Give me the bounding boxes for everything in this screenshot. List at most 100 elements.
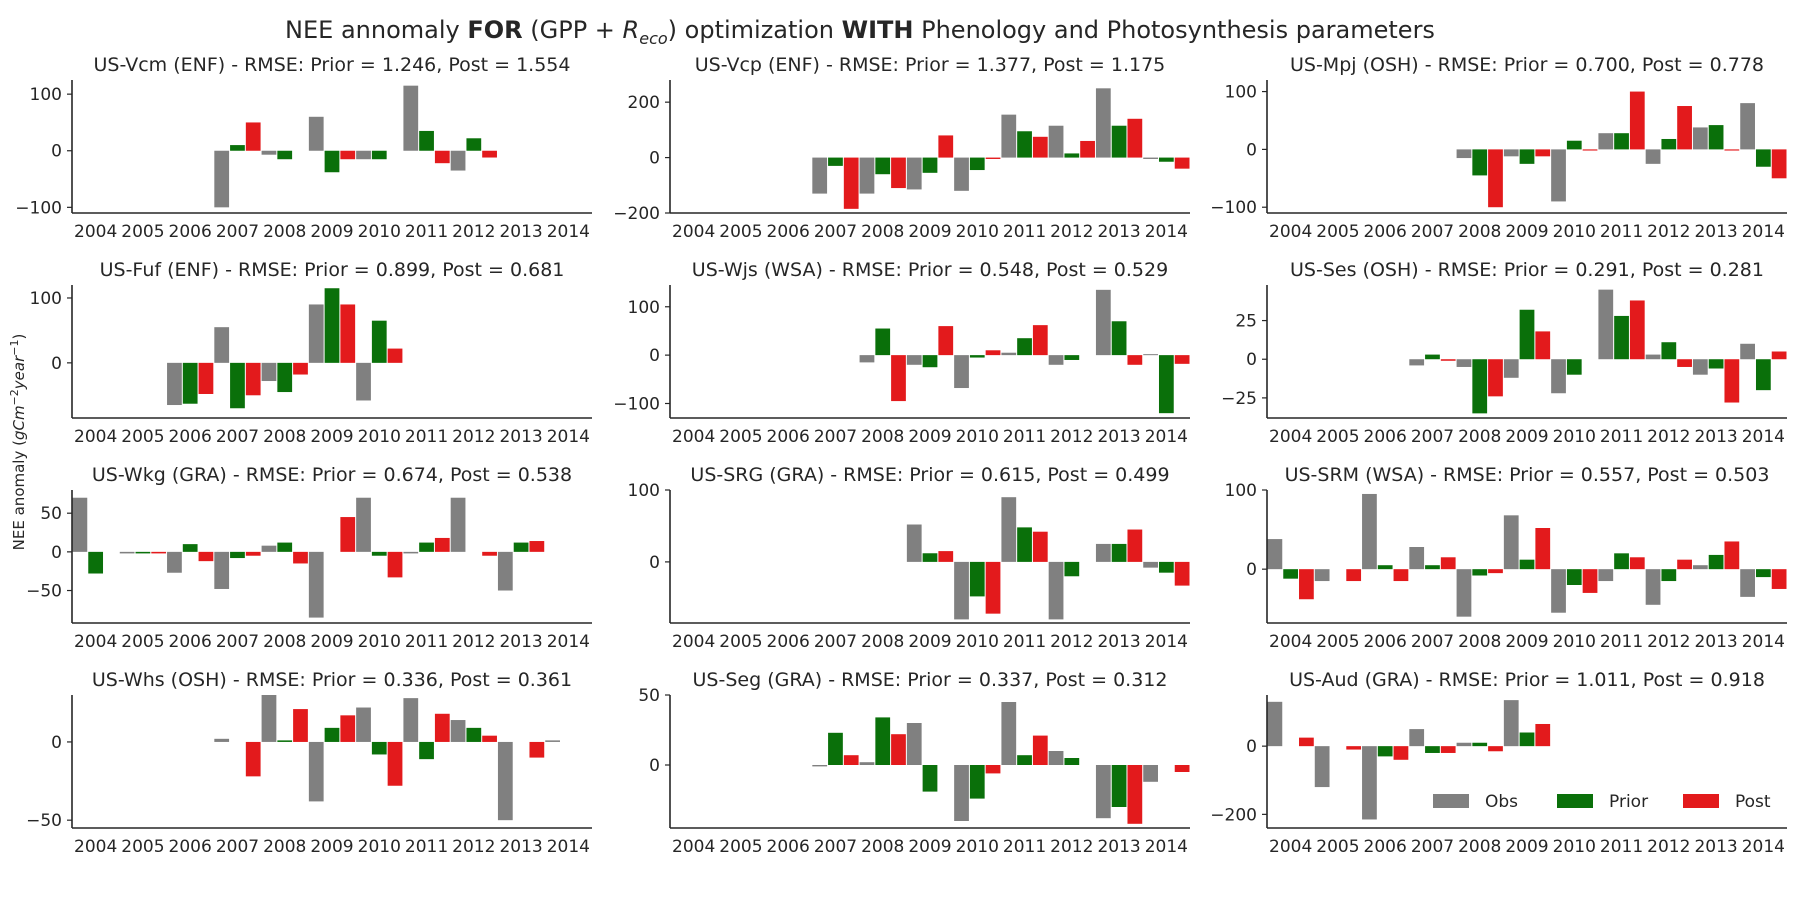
x-tick-label: 2013 [499, 222, 542, 242]
bar-post [198, 551, 214, 562]
bar-post [1174, 561, 1190, 586]
bar-post [1032, 735, 1048, 765]
bar-obs [119, 551, 135, 554]
bar-prior [182, 362, 198, 404]
x-tick-label: 2008 [1458, 222, 1501, 242]
legend-swatch-prior [1557, 794, 1593, 808]
bar-prior [1111, 321, 1127, 356]
x-tick-label: 2012 [452, 427, 495, 447]
subplot-title: US-Wjs (WSA) - RMSE: Prior = 0.548, Post… [692, 259, 1168, 281]
bar-obs [214, 327, 230, 363]
bar-post [1724, 149, 1740, 151]
bar-obs [954, 561, 969, 620]
bar-prior [1614, 133, 1629, 150]
x-tick-label: 2012 [452, 632, 495, 652]
bar-post [434, 150, 450, 164]
bar-post [245, 122, 261, 151]
bar-obs [1001, 497, 1017, 562]
y-tick-label: 50 [638, 686, 660, 706]
bar-obs [356, 362, 371, 401]
bar-prior [1064, 153, 1080, 158]
y-tick-label: 0 [1246, 737, 1257, 757]
y-tick-label: 0 [51, 543, 62, 563]
x-tick-label: 2004 [1269, 222, 1312, 242]
x-tick-label: 2006 [767, 632, 810, 652]
x-tick-label: 2012 [1050, 837, 1093, 857]
bar-obs [1503, 359, 1519, 378]
x-tick-label: 2009 [908, 427, 951, 447]
x-tick-label: 2008 [1458, 837, 1501, 857]
bar-prior [1064, 561, 1080, 577]
x-tick-label: 2004 [672, 837, 715, 857]
bar-prior [875, 328, 891, 356]
x-tick-label: 2009 [310, 427, 353, 447]
x-tick-label: 2009 [1505, 427, 1548, 447]
x-tick-label: 2012 [1050, 427, 1093, 447]
bar-post [151, 551, 167, 554]
bar-obs [1456, 359, 1472, 367]
y-tick-label: 0 [1246, 560, 1257, 580]
figure-title-bold-for: FOR [467, 16, 522, 44]
bar-obs [167, 551, 182, 573]
x-tick-label: 2009 [310, 837, 353, 857]
bar-obs [1598, 289, 1614, 360]
y-tick-label: 0 [649, 553, 660, 573]
bar-prior [1519, 732, 1535, 747]
subplot: US-Seg (GRA) - RMSE: Prior = 0.337, Post… [638, 669, 1190, 857]
bar-prior [1158, 561, 1174, 573]
bar-prior [1377, 565, 1393, 570]
x-tick-label: 2013 [1694, 222, 1737, 242]
legend-label-prior: Prior [1609, 792, 1648, 812]
bar-post [1393, 746, 1409, 760]
bar-post [1629, 300, 1645, 360]
x-tick-label: 2011 [405, 632, 448, 652]
bar-prior [1111, 125, 1127, 158]
x-tick-label: 2014 [1742, 427, 1785, 447]
bar-post [938, 326, 954, 356]
bar-post [1582, 149, 1598, 151]
bar-prior [1064, 758, 1080, 765]
x-tick-label: 2004 [1269, 427, 1312, 447]
x-tick-label: 2008 [861, 222, 904, 242]
x-tick-label: 2009 [908, 837, 951, 857]
x-tick-label: 2014 [1145, 222, 1188, 242]
bar-prior [466, 727, 482, 742]
bar-obs [812, 157, 828, 194]
bar-post [293, 709, 308, 742]
bar-obs [1048, 751, 1064, 765]
bar-obs [403, 551, 419, 554]
bar-obs [1143, 765, 1158, 782]
bar-obs [906, 157, 922, 190]
bar-prior [277, 542, 293, 552]
bar-obs [1645, 354, 1661, 360]
bar-obs [261, 545, 277, 552]
bar-obs [812, 765, 828, 767]
x-tick-label: 2005 [1316, 427, 1359, 447]
bar-obs [1456, 569, 1472, 617]
x-tick-label: 2011 [1600, 427, 1643, 447]
bar-obs [906, 723, 922, 765]
x-tick-label: 2010 [1553, 632, 1596, 652]
x-tick-label: 2006 [767, 837, 810, 857]
bar-obs [859, 157, 875, 194]
x-tick-label: 2005 [121, 427, 164, 447]
x-tick-label: 2012 [452, 222, 495, 242]
y-tick-label: 100 [1225, 83, 1257, 103]
bar-prior [969, 765, 985, 799]
svg-text:NEE annomaly FOR (GPP + Reco): NEE annomaly FOR (GPP + Reco) optimizati… [285, 16, 1435, 48]
x-tick-label: 2011 [1600, 837, 1643, 857]
bar-obs [1456, 149, 1472, 159]
bar-prior [1472, 742, 1488, 747]
x-tick-label: 2005 [121, 222, 164, 242]
x-tick-label: 2012 [452, 837, 495, 857]
ylabel-sup: −1 [8, 340, 21, 356]
bar-obs [403, 698, 419, 742]
x-tick-label: 2014 [547, 632, 590, 652]
x-tick-label: 2014 [547, 222, 590, 242]
bar-prior [324, 150, 340, 173]
x-tick-label: 2008 [1458, 632, 1501, 652]
x-tick-label: 2004 [672, 427, 715, 447]
bar-prior [230, 145, 245, 151]
bar-post [434, 537, 450, 552]
x-tick-label: 2010 [1553, 222, 1596, 242]
